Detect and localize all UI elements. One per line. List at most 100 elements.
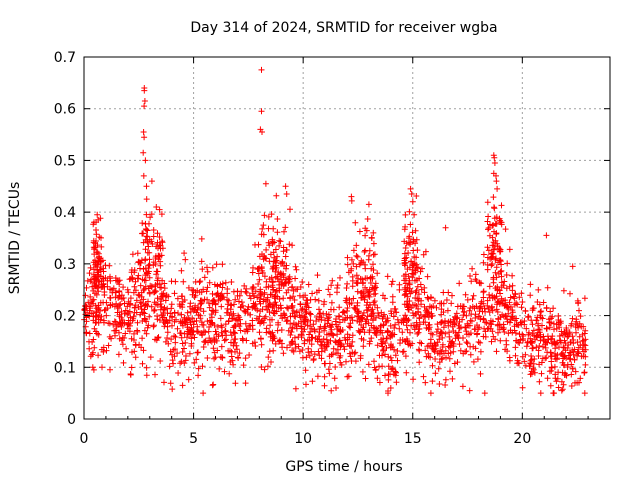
data-point [95,352,102,359]
data-point [273,192,280,199]
data-point [543,232,550,239]
data-point [188,340,195,347]
data-point [370,299,377,306]
data-point [290,320,297,327]
data-point [86,338,92,345]
data-point [579,331,586,338]
data-point [158,312,165,319]
data-point [271,295,278,302]
data-point [111,327,118,334]
data-point [558,387,565,394]
data-point [434,321,441,328]
data-point [492,336,499,343]
data-point [263,278,270,285]
data-point [450,328,457,334]
data-point [259,225,266,232]
data-point [140,172,147,179]
data-point [274,229,281,236]
data-point [224,286,231,292]
data-point [282,253,289,260]
data-point [372,330,379,337]
data-point [447,368,453,375]
data-point [259,317,266,324]
data-point [506,246,513,253]
data-point [258,293,264,299]
data-point [428,304,435,311]
data-point [321,323,328,330]
data-point [148,238,155,245]
data-point [581,295,588,302]
data-point [232,296,239,303]
data-point [93,276,100,283]
data-point [143,183,150,190]
data-point [443,297,450,303]
data-point [180,278,187,285]
data-point [536,301,543,308]
data-point [135,304,142,310]
data-point [456,325,463,332]
data-point [467,305,474,311]
data-point [272,299,279,306]
data-point [497,290,504,297]
data-point [154,268,161,275]
data-point [425,314,432,321]
data-point [462,348,469,355]
data-point [100,348,107,355]
data-point [257,286,264,293]
data-point [443,354,449,361]
data-point [528,317,535,324]
data-point [161,304,168,311]
data-point [571,356,578,363]
data-point [581,390,588,397]
data-point [94,269,101,276]
data-point [143,196,150,203]
data-point [328,299,335,306]
data-point [440,300,447,307]
data-point [314,272,321,279]
data-point [87,264,94,271]
data-point [226,370,233,377]
data-point [401,292,408,299]
data-point [482,308,489,315]
data-point [527,292,534,299]
data-point [113,300,120,307]
data-point [94,242,101,249]
data-point [226,312,233,319]
data-point [348,314,355,321]
data-point [414,330,421,337]
data-point [574,322,581,329]
data-point [354,313,361,320]
data-point [431,297,438,304]
data-point [278,271,285,278]
data-point [134,275,141,282]
data-point [554,375,561,382]
data-point [372,290,379,297]
data-point [348,256,355,263]
data-point [485,225,492,231]
data-point [569,347,576,353]
data-point [328,351,335,358]
data-point [322,360,329,367]
data-point [506,299,513,306]
data-point [112,332,118,339]
data-point [276,285,283,292]
data-point [403,301,410,308]
data-point [335,350,341,357]
data-point [525,331,532,338]
data-point [421,284,428,291]
data-point [468,278,475,285]
data-point [553,355,560,362]
data-point [348,358,355,364]
data-point [145,298,151,305]
data-point [369,306,376,313]
data-point [449,323,456,330]
data-point [267,251,274,258]
data-point [215,297,222,304]
data-point [141,134,148,141]
data-point [467,330,474,337]
data-point [197,312,204,319]
data-point [95,216,102,223]
data-point [498,202,505,209]
data-point [82,303,89,310]
data-point [503,341,510,348]
